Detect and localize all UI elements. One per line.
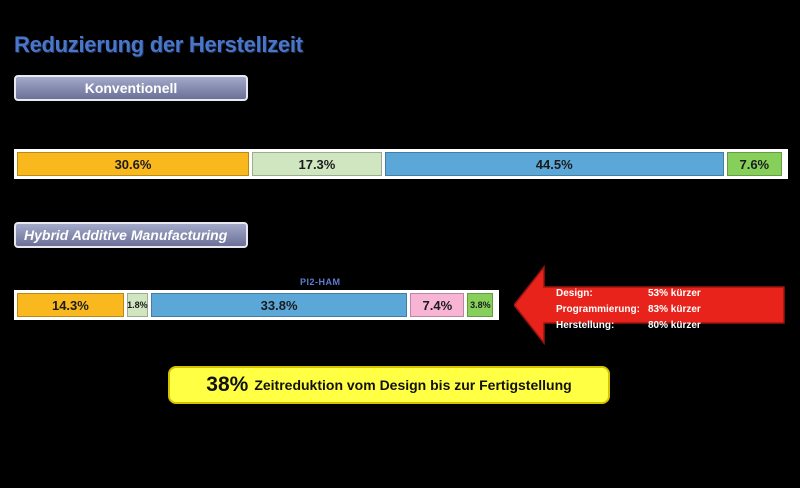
red-arrow-icon [514,265,785,345]
summary-callout: 38% Zeitreduktion vom Design bis zur Fer… [168,366,610,404]
callout-percent: 38% [206,373,249,396]
bar-segment: 44.5% [384,152,724,176]
bar-segment: 14.3% [17,293,124,317]
arrow-row: Programmierung: 83% kürzer [556,302,756,318]
section-label-konventionell: Konventionell [14,75,248,101]
arrow-value: 80% kürzer [648,320,701,331]
bar-sublabel: PI2-HAM [300,277,341,287]
arrow-value: 83% kürzer [648,304,701,315]
arrow-text: Design: 53% kürzer Programmierung: 83% kür… [556,286,756,334]
bar-segment: 17.3% [252,152,382,176]
arrow-key: Herstellung: [556,320,615,331]
arrow-row: Herstellung: 80% kürzer [556,318,756,334]
bar-konventionell: 30.6% 17.3% 44.5% 7.6% [14,149,788,179]
page-title: Reduzierung der Herstellzeit [14,32,303,57]
bar-segment: 3.8% [467,293,494,317]
bar-segment: 7.4% [410,293,465,317]
bar-segment: 33.8% [150,293,408,317]
section-label-ham: Hybrid Additive Manufacturing [14,222,248,248]
arrow-key: Design: [556,288,593,299]
bar-segment: 7.6% [726,152,782,176]
callout-text: Zeitreduktion vom Design bis zur Fertigs… [254,377,572,393]
bar-segment: 1.8% [126,293,148,317]
arrow-value: 53% kürzer [648,288,701,299]
arrow-row: Design: 53% kürzer [556,286,756,302]
bar-ham: 14.3% 1.8% 33.8% 7.4% 3.8% [14,290,500,320]
bar-segment: 30.6% [17,152,249,176]
arrow-key: Programmierung: [556,304,640,315]
